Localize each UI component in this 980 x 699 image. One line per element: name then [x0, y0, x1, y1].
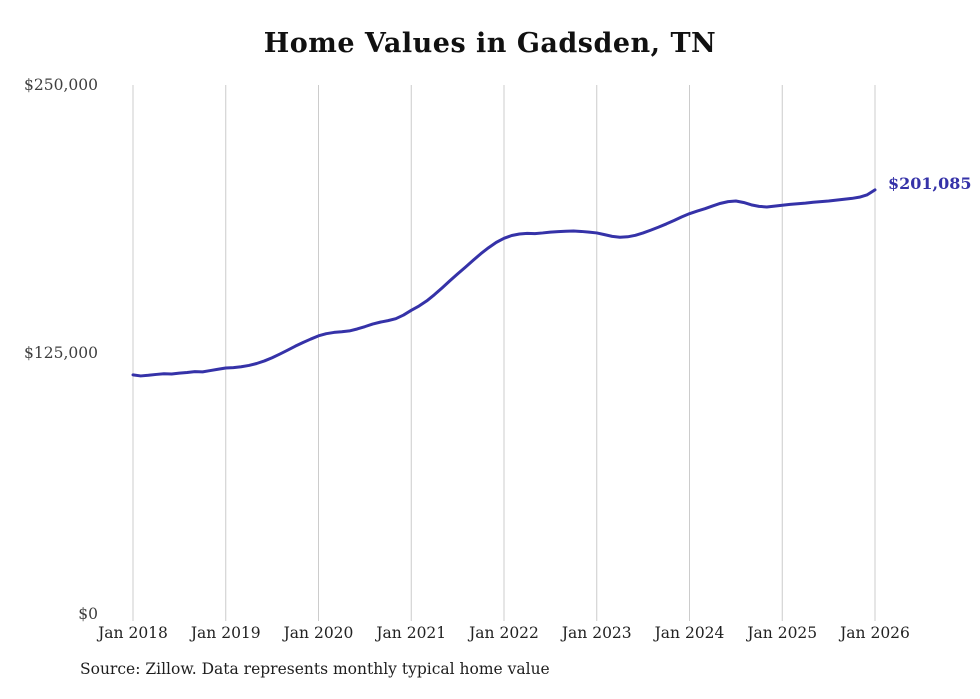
- y-axis-tick-125000: $125,000: [24, 344, 98, 362]
- x-axis-tick-label: Jan 2021: [376, 624, 447, 642]
- current-value-label: $201,085: [888, 174, 972, 193]
- x-axis-tick-label: Jan 2020: [283, 624, 354, 642]
- x-axis-tick-label: Jan 2023: [561, 624, 632, 642]
- chart-title: Home Values in Gadsden, TN: [263, 28, 717, 59]
- y-axis-tick-250000: $250,000: [24, 76, 98, 94]
- x-axis-tick-label: Jan 2019: [190, 624, 261, 642]
- home-value-series-line: [131, 188, 877, 378]
- x-axis-tick-label: Jan 2025: [747, 624, 818, 642]
- x-axis-tick-label: Jan 2022: [469, 624, 539, 642]
- x-axis-tick-label: Jan 2024: [654, 624, 725, 642]
- x-axis-tick-label: Jan 2018: [98, 624, 168, 642]
- x-axis-tick-label: Jan 2026: [840, 624, 910, 642]
- source-note: Source: Zillow. Data represents monthly …: [80, 660, 550, 678]
- y-axis-tick-0: $0: [78, 605, 98, 623]
